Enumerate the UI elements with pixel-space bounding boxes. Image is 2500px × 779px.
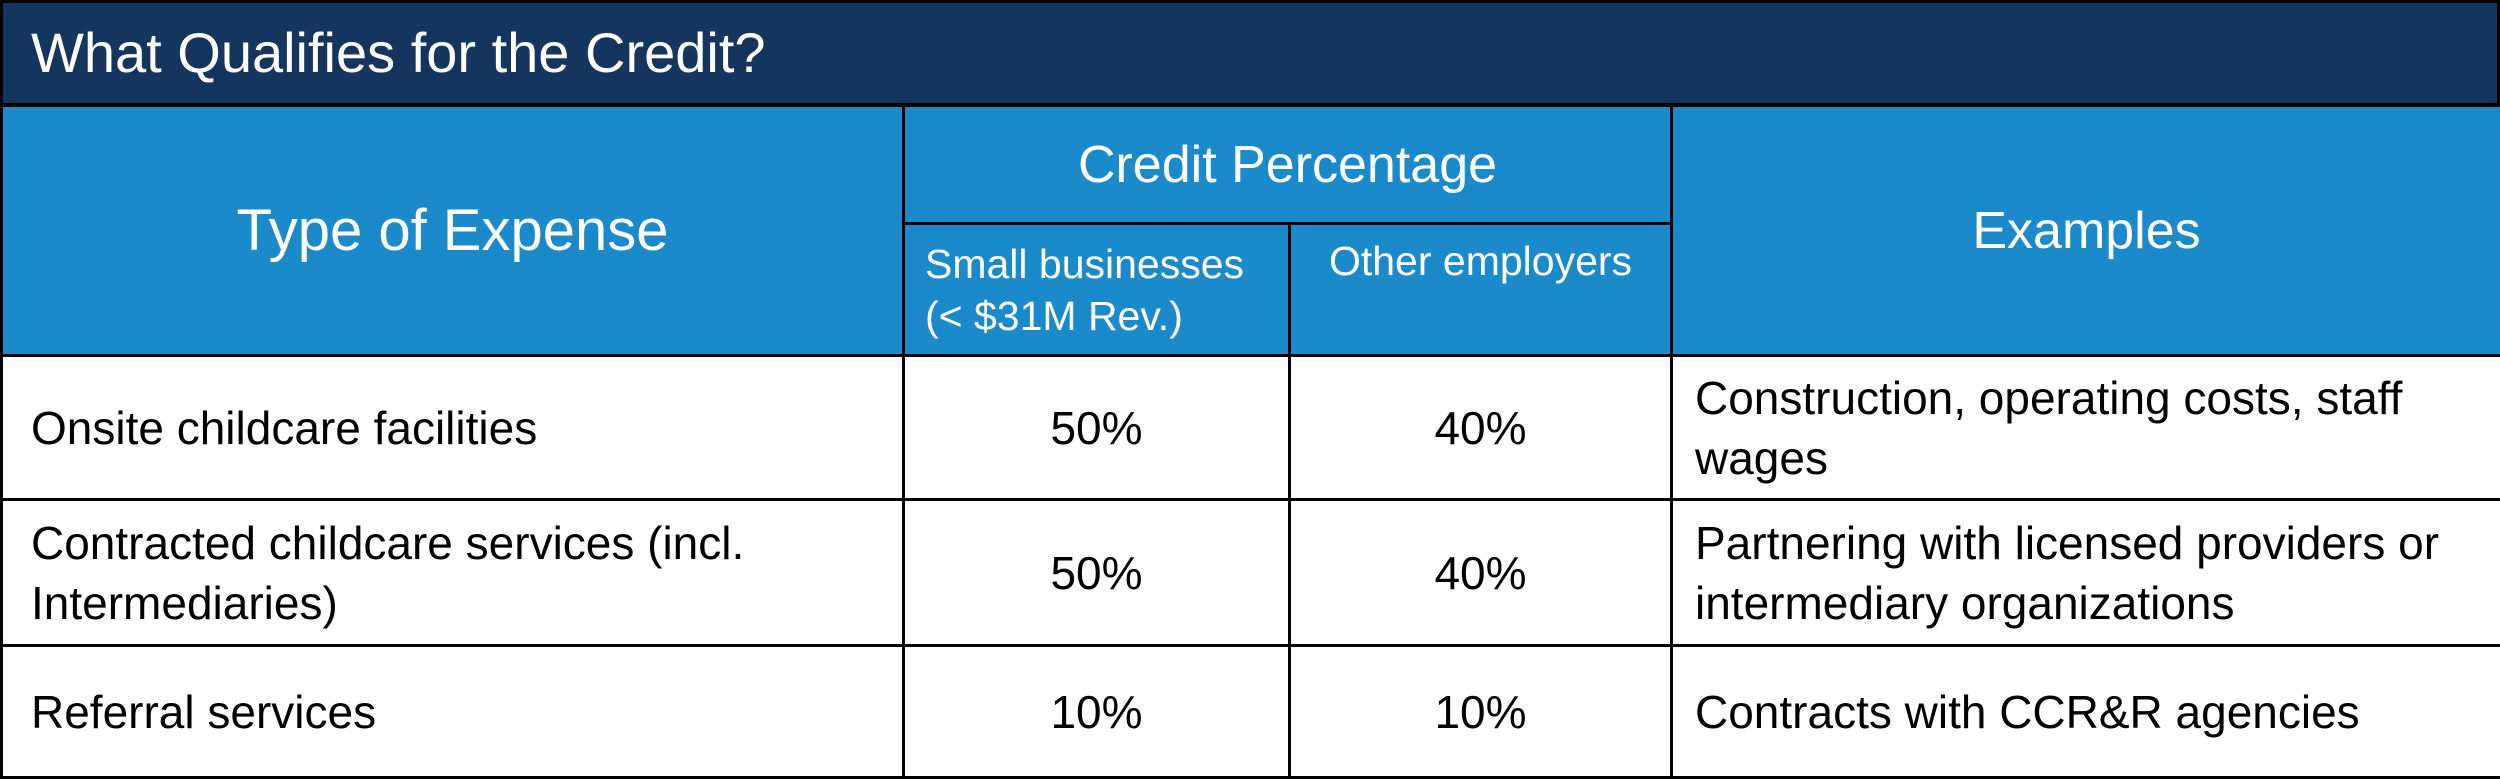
table-row: Contracted childcare services (incl. Int… <box>2 500 2500 646</box>
expense-type-cell: Referral services <box>2 646 904 778</box>
header-type-of-expense: Type of Expense <box>2 106 904 356</box>
header-row-top: Type of Expense Credit Percentage Exampl… <box>2 106 2500 224</box>
small-business-percent-cell: 50% <box>904 356 1290 500</box>
qualifying-expenses-table: Type of Expense Credit Percentage Exampl… <box>0 104 2500 779</box>
expense-type-cell: Onsite childcare facilities <box>2 356 904 500</box>
header-other-employers: Other employers <box>1290 224 1672 356</box>
example-cell: Contracts with CCR&R agencies <box>1672 646 2500 778</box>
table-row: Onsite childcare facilities 50% 40% Cons… <box>2 356 2500 500</box>
table-row: Referral services 10% 10% Contracts with… <box>2 646 2500 778</box>
other-employer-percent-cell: 10% <box>1290 646 1672 778</box>
other-employer-percent-cell: 40% <box>1290 500 1672 646</box>
header-examples: Examples <box>1672 106 2500 356</box>
small-business-percent-cell: 50% <box>904 500 1290 646</box>
expense-type-cell: Contracted childcare services (incl. Int… <box>2 500 904 646</box>
page-title: What Qualifies for the Credit? <box>0 0 2500 106</box>
example-cell: Construction, operating costs, staff wag… <box>1672 356 2500 500</box>
header-credit-percentage: Credit Percentage <box>904 106 1672 224</box>
small-business-percent-cell: 10% <box>904 646 1290 778</box>
other-employer-percent-cell: 40% <box>1290 356 1672 500</box>
example-cell: Partnering with licensed providers or in… <box>1672 500 2500 646</box>
header-small-businesses: Small businesses (< $31M Rev.) <box>904 224 1290 356</box>
